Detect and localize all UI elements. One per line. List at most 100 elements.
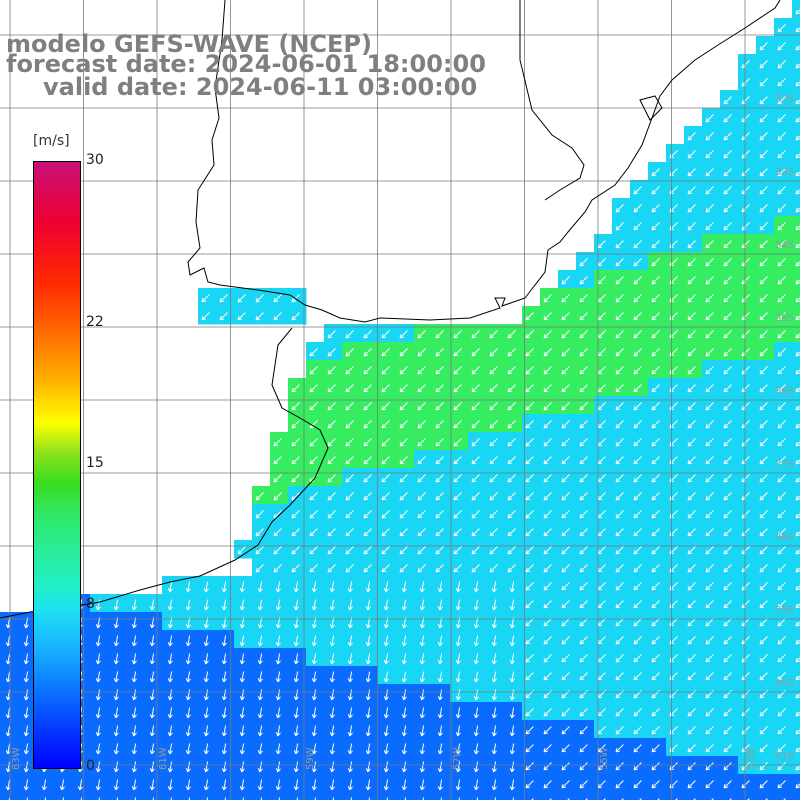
wind-arrow <box>525 600 534 609</box>
wind-arrow <box>651 276 660 285</box>
wind-arrow <box>687 168 696 177</box>
wind-arrow <box>309 456 318 465</box>
wind-arrow <box>401 689 407 701</box>
ocean-cell <box>792 378 800 397</box>
wind-arrow <box>723 492 732 501</box>
wind-arrow <box>651 780 660 789</box>
wind-arrow <box>381 564 390 573</box>
wind-arrow <box>579 312 588 321</box>
wind-arrow <box>437 671 443 683</box>
ocean-cell <box>396 792 415 800</box>
wind-arrow <box>327 564 336 573</box>
wind-arrow <box>777 258 786 267</box>
wind-arrow <box>723 546 732 555</box>
wind-arrow <box>759 42 768 51</box>
wind-arrow <box>239 707 245 719</box>
wind-arrow <box>383 581 389 593</box>
wind-arrow <box>777 330 786 339</box>
wind-arrow <box>723 240 732 249</box>
wind-arrow <box>417 384 426 393</box>
wind-arrow <box>651 546 660 555</box>
wind-arrow <box>453 564 462 573</box>
wind-arrow <box>491 743 497 755</box>
wind-arrow <box>723 204 732 213</box>
wind-arrow <box>167 707 173 719</box>
wind-arrow <box>296 797 299 800</box>
wind-arrow <box>399 402 408 411</box>
wind-arrow <box>419 671 425 683</box>
wind-arrow <box>273 456 282 465</box>
wind-arrow <box>543 348 552 357</box>
wind-arrow <box>705 510 714 519</box>
wind-arrow <box>257 779 263 791</box>
wind-arrow <box>471 546 480 555</box>
wind-arrow <box>491 581 497 593</box>
wind-arrow <box>759 726 768 735</box>
wind-arrow <box>579 348 588 357</box>
wind-arrow <box>23 743 29 755</box>
wind-arrow <box>455 707 461 719</box>
wind-arrow <box>314 797 317 800</box>
wind-arrow <box>185 743 191 755</box>
wind-arrow <box>203 599 209 611</box>
wind-arrow <box>651 474 660 483</box>
wind-arrow <box>309 438 318 447</box>
wind-arrow <box>363 348 372 357</box>
wind-arrow <box>777 600 786 609</box>
wind-arrow <box>705 582 714 591</box>
wind-arrow <box>113 743 119 755</box>
wind-arrow <box>489 528 498 537</box>
wind-arrow <box>203 671 209 683</box>
wind-arrow <box>309 492 318 501</box>
wind-arrow <box>383 707 389 719</box>
wind-arrow <box>476 797 479 800</box>
wind-arrow <box>579 546 588 555</box>
wind-arrow <box>453 366 462 375</box>
wind-arrow <box>473 779 479 791</box>
wind-arrow <box>417 402 426 411</box>
wind-arrow <box>509 689 515 701</box>
wind-arrow <box>633 366 642 375</box>
latitude-label: 34S <box>774 240 794 251</box>
wind-arrow <box>579 384 588 393</box>
wind-arrow <box>471 510 480 519</box>
wind-arrow <box>167 653 173 665</box>
wind-arrow <box>525 510 534 519</box>
wind-arrow <box>723 618 732 627</box>
wind-arrow <box>291 420 300 429</box>
wind-arrow <box>543 672 552 681</box>
wind-arrow <box>507 402 516 411</box>
wind-arrow <box>723 186 732 195</box>
wind-arrow <box>705 528 714 537</box>
wind-arrow <box>419 707 425 719</box>
wind-arrow <box>777 60 786 69</box>
wind-arrow <box>723 168 732 177</box>
wind-arrow <box>293 689 299 701</box>
ocean-cell <box>792 450 800 469</box>
wind-arrow <box>311 707 317 719</box>
wind-arrow <box>437 689 443 701</box>
wind-arrow <box>383 635 389 647</box>
wind-arrow <box>633 204 642 213</box>
ocean-cell <box>198 792 217 800</box>
wind-arrow <box>311 743 317 755</box>
wind-arrow <box>437 599 443 611</box>
wind-arrow <box>561 402 570 411</box>
wind-arrow <box>419 653 425 665</box>
wind-arrow <box>221 779 227 791</box>
wind-arrow <box>759 672 768 681</box>
wind-arrow <box>633 186 642 195</box>
wind-arrow <box>435 546 444 555</box>
wind-arrow <box>705 744 714 753</box>
wind-arrow <box>435 510 444 519</box>
ocean-cell <box>792 684 800 703</box>
wind-arrow <box>291 294 300 303</box>
wind-arrow <box>615 240 624 249</box>
wind-arrow <box>149 761 155 773</box>
wind-arrow <box>131 653 137 665</box>
wind-arrow <box>363 510 372 519</box>
wind-arrow <box>345 528 354 537</box>
wind-arrow <box>167 635 173 647</box>
wind-arrow <box>615 258 624 267</box>
wind-arrow <box>561 294 570 303</box>
